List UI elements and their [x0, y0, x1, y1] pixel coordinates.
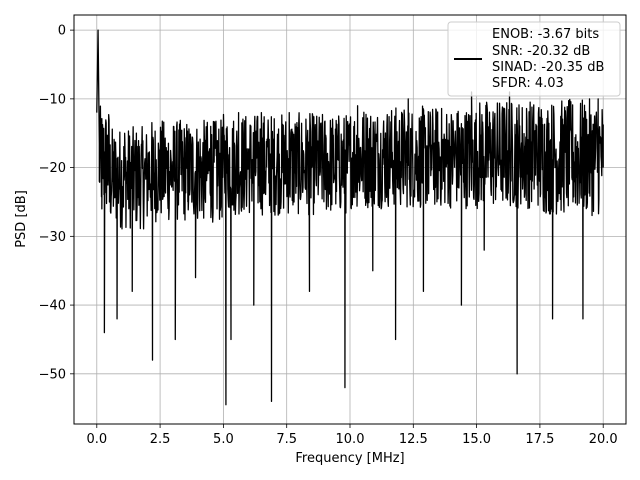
y-tick-label: −40	[39, 299, 66, 314]
x-tick-label: 12.5	[399, 432, 428, 447]
x-tick-label: 7.5	[276, 432, 297, 447]
psd-line	[96, 29, 604, 406]
legend-sfdr: SFDR: 4.03	[492, 76, 564, 91]
legend-snr: SNR: -20.32 dB	[492, 44, 590, 59]
x-tick-label: 5.0	[213, 432, 234, 447]
y-tick-label: −30	[39, 230, 66, 245]
x-tick-label: 10.0	[336, 432, 365, 447]
x-tick-label: 15.0	[462, 432, 491, 447]
legend-box	[447, 21, 621, 97]
legend: ENOB: -3.67 bits SNR: -20.32 dB SINAD: -…	[447, 21, 621, 97]
x-tick-label: 17.5	[525, 432, 554, 447]
legend-sinad: SINAD: -20.35 dB	[492, 60, 604, 75]
y-tick-label: −50	[39, 367, 66, 382]
y-tick-label: −20	[39, 161, 66, 176]
legend-enob: ENOB: -3.67 bits	[492, 27, 599, 42]
y-tick-label: 0	[58, 24, 66, 39]
y-axis-ticks: 0 −10 −20 −30 −40 −50	[39, 24, 74, 382]
y-axis-label: PSD [dB]	[14, 190, 29, 248]
x-tick-label: 20.0	[589, 432, 618, 447]
x-tick-label: 2.5	[150, 432, 171, 447]
x-axis-ticks: 0.0 2.5 5.0 7.5 10.0 12.5 15.0 17.5 20.0	[86, 424, 618, 447]
psd-trace	[96, 29, 604, 406]
x-tick-label: 0.0	[86, 432, 107, 447]
x-axis-label: Frequency [MHz]	[295, 451, 404, 466]
y-tick-label: −10	[39, 92, 66, 107]
